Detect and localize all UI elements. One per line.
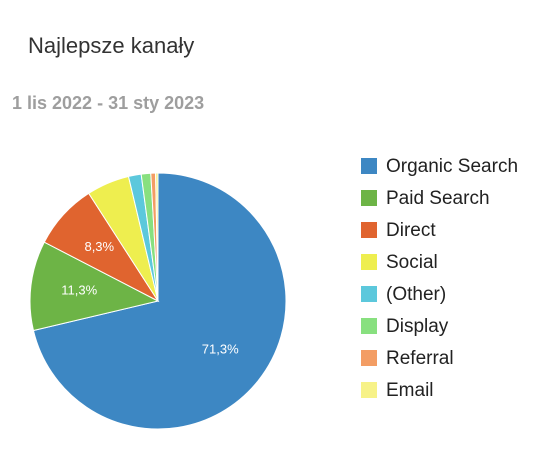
chart-title: Najlepsze kanały xyxy=(28,33,194,58)
legend-swatch xyxy=(361,222,377,238)
legend-swatch xyxy=(361,158,377,174)
slice-label: 11,3% xyxy=(61,283,97,298)
pie-slice xyxy=(29,241,160,332)
slice-label: 8,3% xyxy=(84,239,114,254)
legend-label: Social xyxy=(386,252,438,273)
legend-swatch xyxy=(361,350,377,366)
legend-label: Direct xyxy=(386,220,436,241)
legend-label: Referral xyxy=(386,348,454,369)
legend-swatch xyxy=(361,318,377,334)
pie-slice xyxy=(32,172,287,430)
legend-label: Email xyxy=(386,380,434,401)
pie-slice xyxy=(155,172,159,302)
legend-label: Paid Search xyxy=(386,188,490,209)
legend-label: Organic Search xyxy=(386,156,518,177)
legend-label: (Other) xyxy=(386,284,446,305)
legend-swatch xyxy=(361,286,377,302)
chart-subtitle: 1 lis 2022 - 31 sty 2023 xyxy=(12,93,204,113)
slice-label: 71,3% xyxy=(202,342,239,357)
legend-swatch xyxy=(361,254,377,270)
legend-swatch xyxy=(361,190,377,206)
legend-label: Display xyxy=(386,316,449,337)
legend-swatch xyxy=(361,382,377,398)
